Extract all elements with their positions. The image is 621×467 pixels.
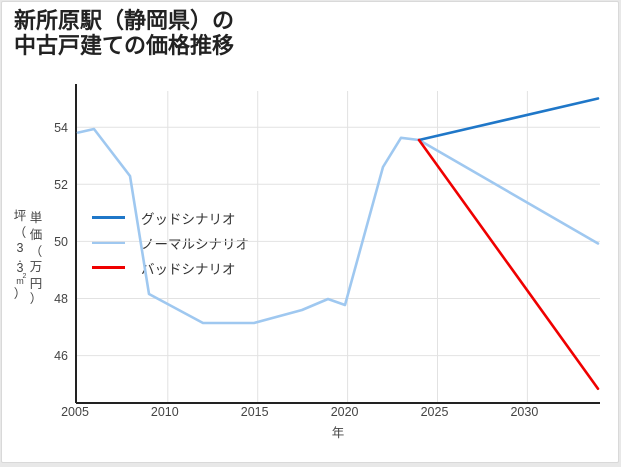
svg-text:円: 円 <box>30 277 43 291</box>
svg-text:52: 52 <box>54 178 68 192</box>
svg-text:2030: 2030 <box>510 405 538 419</box>
svg-text:坪: 坪 <box>14 209 27 223</box>
svg-text:（: （ <box>14 226 27 240</box>
svg-text:2005: 2005 <box>61 405 89 419</box>
svg-text:年: 年 <box>332 426 345 440</box>
svg-text:2: 2 <box>23 273 27 280</box>
svg-text:万: 万 <box>30 260 43 274</box>
svg-text:）: ） <box>14 287 27 301</box>
svg-text:46: 46 <box>54 349 68 363</box>
svg-text:2015: 2015 <box>241 405 269 419</box>
svg-text:50: 50 <box>54 235 68 249</box>
svg-text:2025: 2025 <box>421 405 449 419</box>
svg-text:48: 48 <box>54 292 68 306</box>
svg-text:価: 価 <box>30 228 43 242</box>
svg-text:）: ） <box>30 292 43 306</box>
svg-text:2010: 2010 <box>151 405 179 419</box>
svg-text:（: （ <box>30 245 43 259</box>
svg-text:2020: 2020 <box>331 405 359 419</box>
svg-text:54: 54 <box>54 121 68 135</box>
svg-text:単: 単 <box>30 211 43 225</box>
